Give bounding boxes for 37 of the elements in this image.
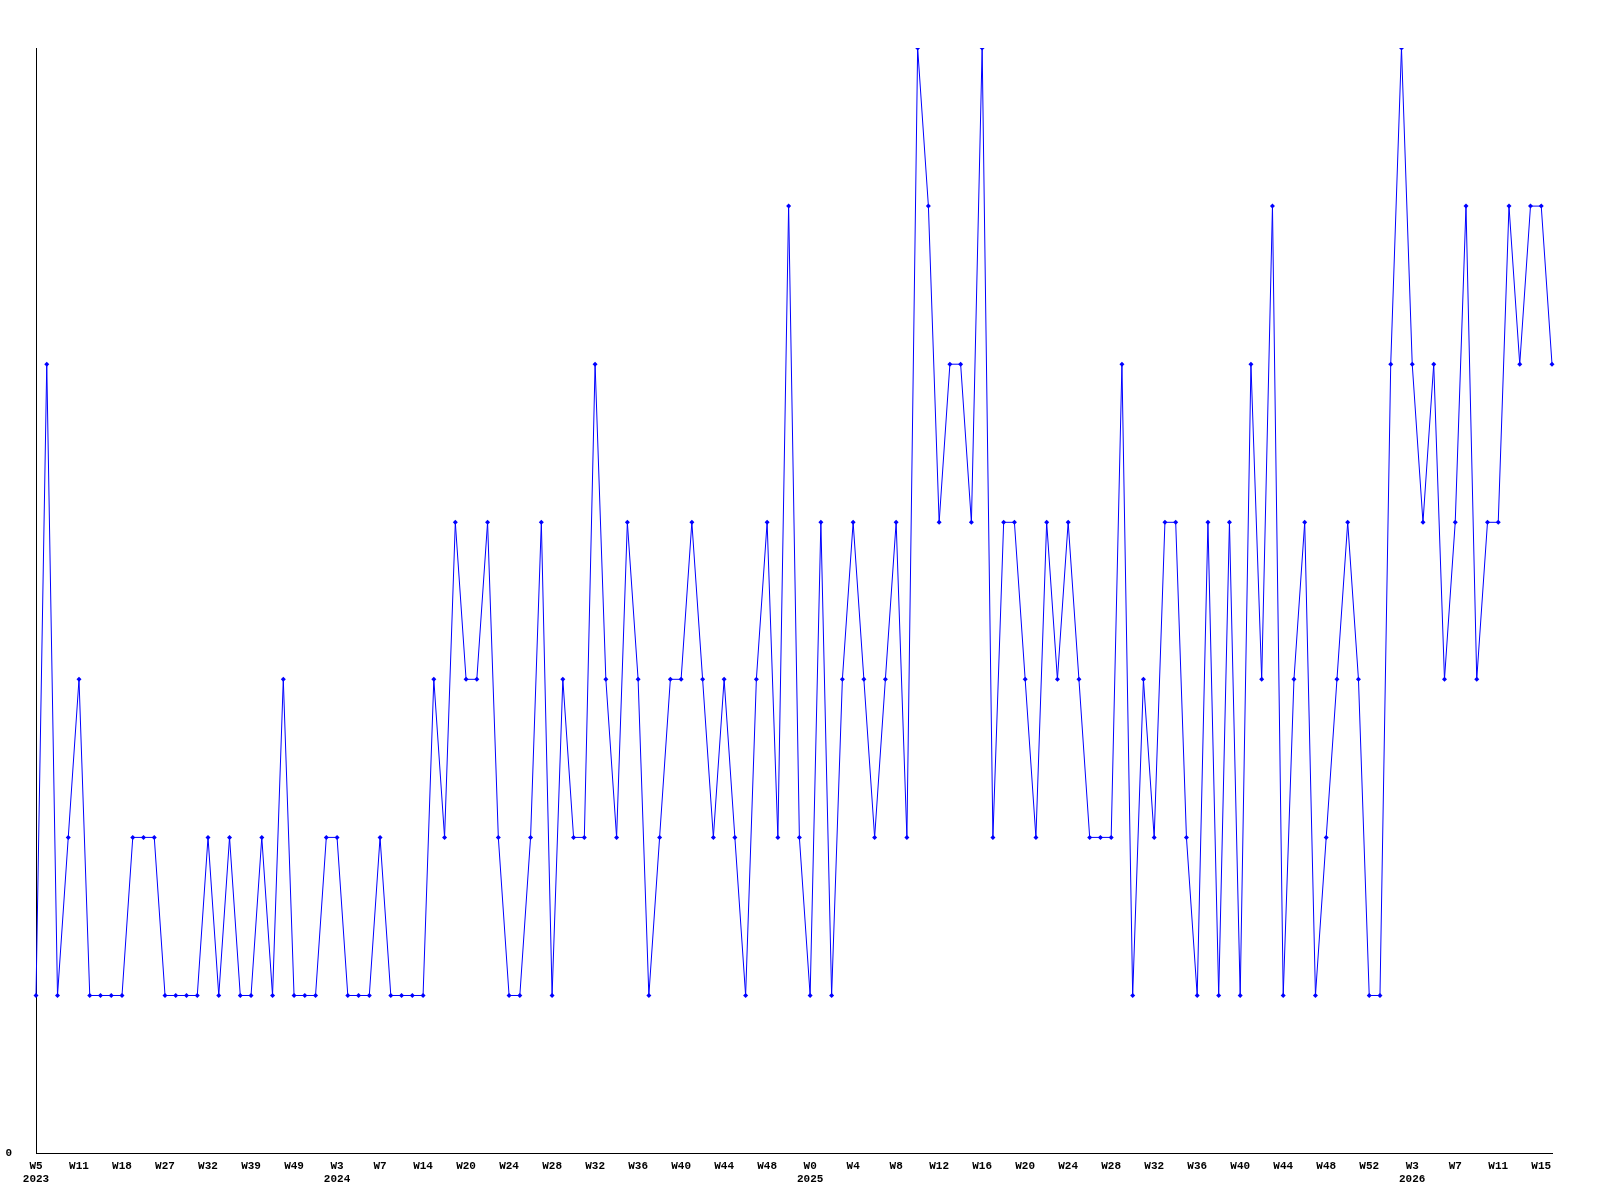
x-tick-label: W20: [456, 1159, 476, 1172]
x-tick-label: W0 2025: [796, 1159, 824, 1186]
x-tick-label: W14: [413, 1159, 434, 1172]
x-tick-label: W24: [499, 1159, 520, 1172]
x-tick-label: W12: [929, 1159, 950, 1172]
x-tick-label: W4: [846, 1159, 861, 1172]
x-tick-label: W44: [1273, 1159, 1294, 1172]
x-tick-label: W39: [241, 1159, 261, 1172]
x-tick-label: W5 2023: [22, 1159, 50, 1186]
x-tick-label: W28: [1101, 1159, 1122, 1172]
x-tick-label: W52: [1359, 1159, 1380, 1172]
text: 0: [5, 1147, 12, 1160]
x-tick-label: W32: [585, 1159, 605, 1172]
x-tick-label: W20: [1015, 1159, 1036, 1172]
x-tick-label: W32: [1144, 1159, 1165, 1172]
x-tick-label: W44: [714, 1159, 735, 1172]
x-tick-label: W28: [542, 1159, 563, 1172]
x-tick-label: W40: [671, 1159, 692, 1172]
x-tick-label: W8: [889, 1159, 904, 1172]
x-tick-label: W27: [155, 1159, 175, 1172]
x-tick-label: W40: [1230, 1159, 1251, 1172]
x-tick-label: W3 2026: [1399, 1159, 1426, 1186]
x-tick-label: W3 2024: [323, 1159, 351, 1186]
x-tick-label: W32: [198, 1159, 218, 1172]
x-tick-label: W24: [1058, 1159, 1079, 1172]
x-tick-label: W36: [1187, 1159, 1208, 1172]
x-tick-label: W7: [1448, 1159, 1462, 1172]
x-tick-label: W7: [373, 1159, 387, 1172]
x-tick-label: W11: [1488, 1159, 1509, 1172]
x-tick-label: W48: [757, 1159, 778, 1172]
x-tick-label: W36: [628, 1159, 649, 1172]
x-tick-label: W16: [972, 1159, 993, 1172]
x-tick-label: W49: [284, 1159, 304, 1172]
x-tick-label: W18: [112, 1159, 133, 1172]
x-tick-label: W48: [1316, 1159, 1337, 1172]
x-tick-label: W11: [69, 1159, 90, 1172]
x-tick-label: W15: [1531, 1159, 1552, 1172]
